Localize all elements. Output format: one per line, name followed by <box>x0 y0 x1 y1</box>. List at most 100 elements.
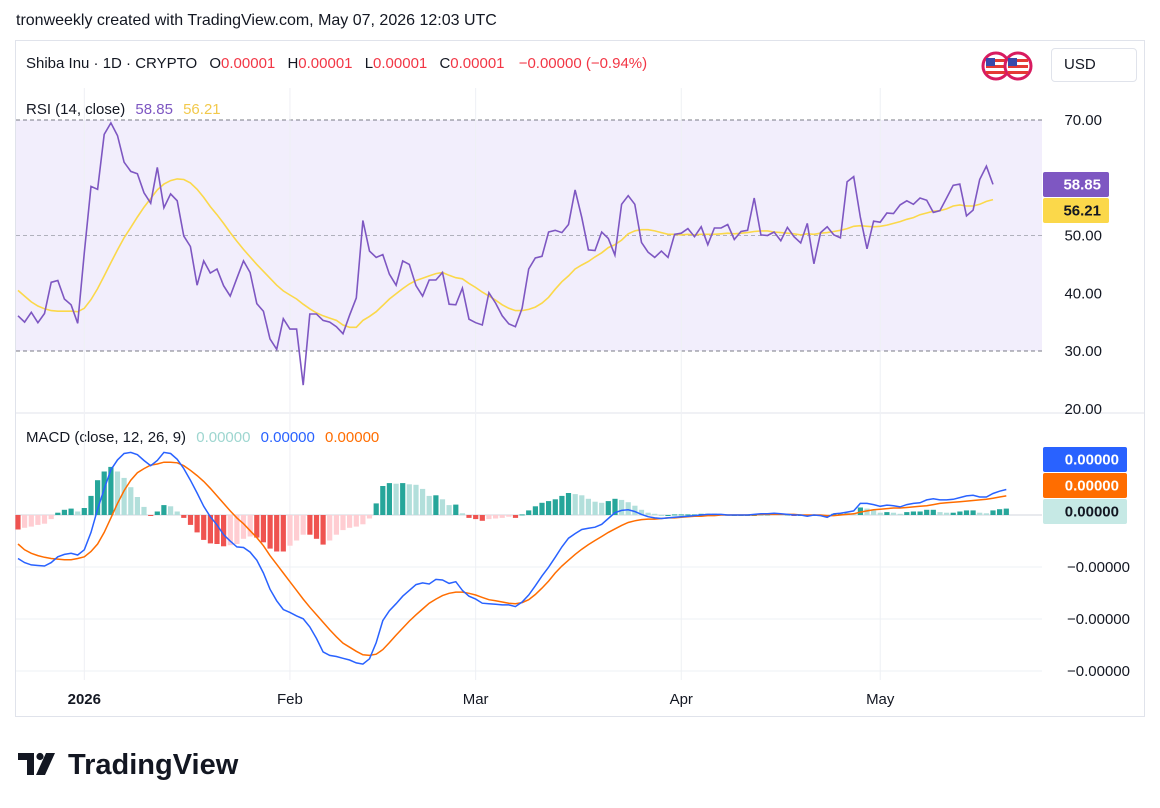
macd-histogram-bar <box>473 515 479 520</box>
macd-histogram-bar <box>1003 508 1009 515</box>
symbol-name[interactable]: Shiba Inu · 1D · CRYPTO <box>26 55 198 72</box>
macd-histogram-bar <box>426 495 432 515</box>
macd-histogram-bar <box>910 511 916 515</box>
macd-histogram-bar <box>287 515 293 546</box>
macd-histogram-bar <box>61 509 67 515</box>
macd-histogram-bar <box>625 502 631 515</box>
macd-histogram-bar <box>15 515 21 530</box>
macd-histogram-bar <box>88 495 94 515</box>
macd-histogram-bar <box>944 512 950 515</box>
macd-histogram-bar <box>592 501 598 515</box>
macd-histogram-bar <box>380 486 386 515</box>
macd-histogram-bar <box>366 515 373 519</box>
signal-last-label-bg <box>1043 473 1127 498</box>
rsi-last-label: 58.85 <box>1063 177 1101 194</box>
macd-axis-label: −0.00000 <box>1067 611 1130 628</box>
close-label: C <box>439 55 451 72</box>
x-axis-label: Mar <box>463 691 489 708</box>
macd-histogram-bar <box>539 502 545 515</box>
macd-histogram-bar <box>433 495 439 515</box>
macd-histogram-bar <box>234 515 240 544</box>
macd-histogram-bar <box>353 515 359 527</box>
macd-histogram-bar <box>148 515 154 516</box>
macd-histogram-bar <box>917 511 923 515</box>
macd-histogram-bar <box>950 512 956 515</box>
macd-histogram-bar <box>658 515 664 516</box>
macd-histogram-bar <box>585 498 591 515</box>
macd-histogram-bar <box>990 510 996 515</box>
macd-signal-value: 0.00000 <box>325 429 380 446</box>
macd-histogram-bar <box>632 505 638 515</box>
macd-histogram-bar <box>194 515 200 533</box>
brand-name: TradingView <box>68 749 239 781</box>
macd-histogram-bar <box>937 512 943 515</box>
macd-histogram-bar <box>327 515 333 541</box>
macd-histogram-bar <box>128 487 134 515</box>
rsi-title: RSI (14, close) <box>26 101 126 118</box>
macd-last-label-bg <box>1043 447 1127 472</box>
macd-histogram-bar <box>108 466 114 515</box>
macd-histogram-bar <box>254 515 260 538</box>
macd-histogram-bar <box>963 510 970 515</box>
rsi-axis-label: 30.00 <box>1064 343 1102 360</box>
macd-histogram-bar <box>459 513 465 515</box>
macd-histogram-bar <box>280 515 286 552</box>
macd-histogram-bar <box>95 480 101 515</box>
tradingview-logo[interactable]: TradingView <box>16 745 266 781</box>
x-axis-label: May <box>866 691 895 708</box>
currency-button[interactable]: USD <box>1051 48 1137 82</box>
macd-histogram-bar <box>347 515 353 528</box>
macd-histogram-bar <box>114 471 121 515</box>
macd-histogram-bar <box>48 515 54 520</box>
macd-histogram-bar <box>221 515 227 547</box>
macd-histogram-bar <box>247 515 253 537</box>
macd-histogram-bar <box>864 508 870 515</box>
macd-line <box>17 451 1007 665</box>
macd-histogram-bar <box>466 515 472 518</box>
macd-histogram-bar <box>519 514 525 516</box>
high-label: H <box>287 55 299 72</box>
macd-histogram-bar <box>559 495 565 515</box>
macd-histogram-bar <box>187 515 194 525</box>
macd-histogram-bar <box>313 515 320 539</box>
chart-frame <box>15 40 1145 717</box>
macd-histogram-bar <box>294 515 300 541</box>
macd-histogram-bar <box>499 515 505 518</box>
macd-histogram-bar <box>930 509 936 515</box>
macd-histogram-bar <box>997 509 1003 515</box>
high-value: 0.00001 <box>298 55 353 72</box>
macd-histogram-bar <box>333 515 339 535</box>
macd-histogram-bar <box>181 515 187 518</box>
macd-last-label: 0.00000 <box>1065 452 1119 469</box>
macd-axis-label: −0.00000 <box>1067 663 1130 680</box>
macd-histogram-bar <box>605 501 611 515</box>
macd-histogram-bar <box>552 499 558 515</box>
macd-histogram-bar <box>904 512 910 515</box>
macd-histogram-bar <box>652 513 658 515</box>
macd-histogram-bar <box>678 514 684 516</box>
macd-histogram-bar <box>983 513 989 515</box>
rsi-axis-label: 40.00 <box>1064 285 1102 302</box>
macd-histogram-bar <box>970 510 976 515</box>
change-value: −0.00000 (−0.94%) <box>518 55 648 72</box>
rsi-ma-last-label: 56.21 <box>1063 203 1101 220</box>
macd-histogram-bar <box>267 515 273 549</box>
macd-histogram-bar <box>493 515 499 519</box>
macd-histogram-bar <box>393 483 399 515</box>
macd-histogram-bar <box>572 494 578 515</box>
macd-histogram-bar <box>168 506 174 515</box>
macd-histogram-bar <box>240 515 247 539</box>
macd-histogram-bar <box>884 512 890 515</box>
macd-histogram-bar <box>526 510 532 515</box>
rsi-last-label-bg <box>1043 172 1109 197</box>
macd-histogram-bar <box>579 495 585 515</box>
macd-histogram-bar <box>340 515 346 531</box>
macd-histogram-bar <box>174 511 180 515</box>
close-value: 0.00001 <box>450 55 505 72</box>
macd-histogram-bar <box>665 515 671 516</box>
macd-histogram-bar <box>486 515 492 520</box>
macd-histogram-bar <box>274 515 280 552</box>
currency-flags-icon[interactable] <box>978 51 1044 81</box>
macd-pane <box>15 414 1042 680</box>
